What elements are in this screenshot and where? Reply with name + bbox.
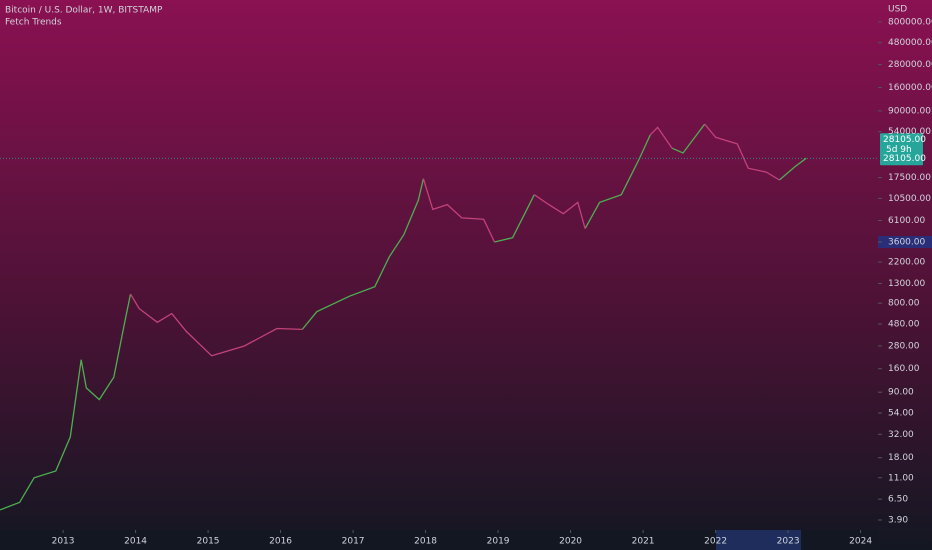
y-tick-label: 160000.00 [888,83,932,93]
x-tick-label: 2016 [269,537,292,547]
y-tick-label: 3.90 [888,515,908,525]
x-tick-label: 2019 [487,537,510,547]
y-tick-label: 800000.00 [888,17,932,27]
x-tick-label: 2023 [777,537,800,547]
plot [0,123,878,511]
y-tick-label: 90000.00 [888,106,931,116]
y-tick-label: 54000.00 [888,127,931,137]
y-tick-label: 1300.00 [888,279,925,289]
y-tick-label: 10500.00 [888,194,931,204]
x-range-highlight [716,530,801,550]
x-tick-label: 2018 [414,537,437,547]
x-tick-label: 2024 [849,537,872,547]
y-tick-label: 6100.00 [888,216,925,226]
price-tag-value: 28105.00 [883,135,926,145]
x-tick-label: 2021 [632,537,655,547]
y-tick-label: 11.00 [888,473,914,483]
y-tick-label: 480.00 [888,320,920,330]
y-tick-label: 18.00 [888,453,914,463]
y-tick-label: 54.00 [888,408,914,418]
y-tick-label: 280000.00 [888,60,932,70]
x-tick-label: 2013 [52,537,75,547]
x-tick-label: 2015 [197,537,220,547]
price-tag-value: 28105.00 [883,154,926,164]
y-tick-label: 800.00 [888,299,920,309]
price-tag-countdown: 5d 9h [886,145,912,155]
y-tick-label: 480000.00 [888,38,932,48]
x-tick-label: 2017 [342,537,365,547]
y-tick-label: 280.00 [888,341,920,351]
x-tick-label: 2020 [559,537,582,547]
price-line [0,123,807,511]
price-tag-box [880,153,923,165]
x-tick-label: 2014 [124,537,147,547]
y-axis-label: USD [888,5,907,15]
y-tick-label: 90.00 [888,388,914,398]
y-tick-label: 6.50 [888,495,908,505]
y-tick-label: 32.00 [888,430,914,440]
price-line [129,123,780,357]
x-axis-band [0,530,878,550]
x-tick-label: 2022 [704,537,727,547]
indicator-name: Fetch Trends [5,18,62,28]
y-tick-label: 17500.00 [888,173,931,183]
y-tick-label: 160.00 [888,364,920,374]
y-highlight [878,236,932,248]
y-tick-label: 2200.00 [888,258,925,268]
y-tick-label: 3600.00 [888,237,925,247]
chart-title: Bitcoin / U.S. Dollar, 1W, BITSTAMP [5,6,163,16]
